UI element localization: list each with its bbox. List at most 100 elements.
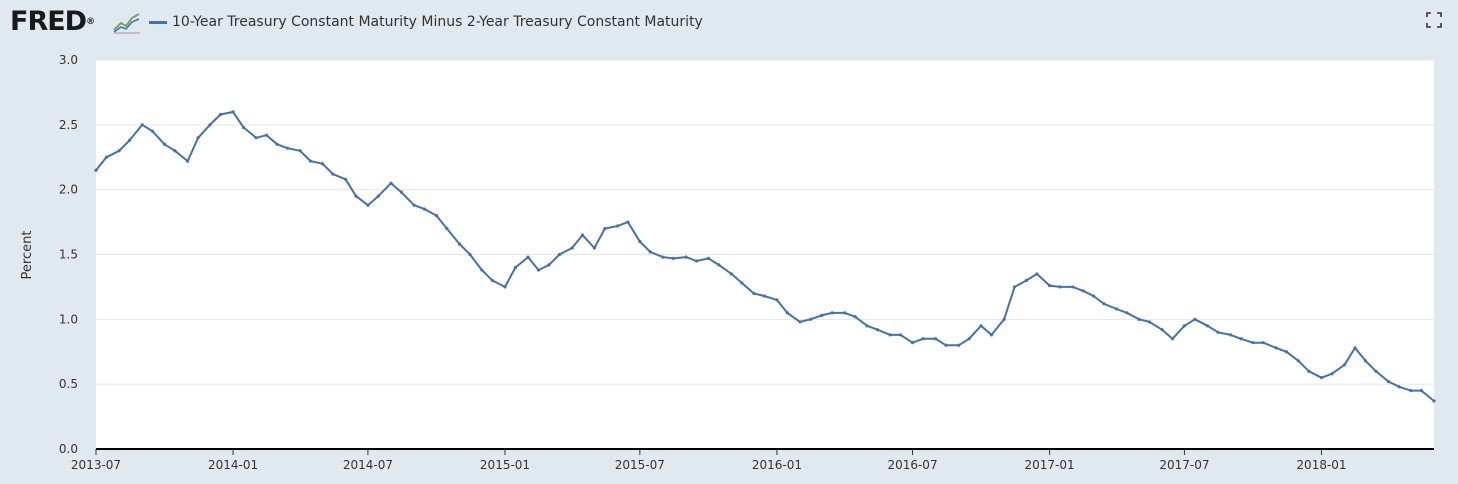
data-point [1024, 278, 1029, 283]
data-point [1229, 333, 1233, 337]
data-point [865, 324, 869, 328]
x-tick-label: 2015-01 [480, 458, 530, 472]
data-point [1012, 285, 1017, 289]
data-point [1147, 320, 1152, 324]
data-point [615, 224, 620, 228]
data-point [1081, 289, 1085, 293]
data-point [1091, 294, 1096, 298]
data-point [921, 337, 925, 341]
data-point [740, 281, 744, 285]
fullscreen-icon[interactable] [1424, 10, 1444, 30]
data-point [422, 207, 427, 211]
data-point [888, 333, 892, 337]
data-point [366, 203, 370, 207]
data-point [762, 294, 766, 298]
data-point [1102, 302, 1106, 306]
data-point [490, 278, 494, 283]
data-point [1047, 284, 1052, 288]
data-point [671, 256, 675, 260]
y-tick-label: 0.0 [59, 442, 78, 456]
data-point [117, 149, 121, 153]
data-point [979, 324, 983, 328]
data-point [1205, 324, 1210, 328]
data-point [343, 177, 348, 181]
data-point [1035, 272, 1039, 276]
fred-logo[interactable]: FRED® [10, 6, 96, 37]
data-point [445, 226, 449, 231]
data-point [898, 333, 903, 337]
data-point [1284, 350, 1289, 354]
data-point [580, 233, 585, 237]
data-point [648, 250, 652, 254]
data-point [910, 341, 915, 345]
y-tick-label: 0.5 [59, 377, 78, 391]
data-point [557, 252, 561, 257]
chart-header: FRED® 10-Year Treasury Constant Maturity… [0, 0, 1458, 48]
data-point [104, 155, 109, 159]
data-point [320, 162, 325, 166]
data-point [1397, 385, 1401, 389]
data-point [1432, 399, 1436, 403]
data-point [934, 337, 938, 341]
data-point [1160, 328, 1164, 332]
data-point [775, 298, 779, 302]
data-point [570, 246, 574, 250]
data-point [1251, 341, 1255, 345]
data-point [275, 142, 279, 146]
data-point [547, 263, 551, 267]
data-point [1319, 376, 1324, 380]
data-point [694, 259, 699, 263]
y-tick-label: 1.0 [59, 312, 78, 326]
data-point [1353, 346, 1357, 350]
data-point [285, 146, 290, 150]
data-point [298, 149, 302, 153]
data-point [603, 226, 607, 231]
data-point [989, 333, 994, 337]
data-point [526, 255, 530, 259]
data-point [376, 194, 380, 198]
data-point [706, 256, 710, 260]
data-point [162, 142, 167, 146]
data-point [1374, 369, 1378, 373]
data-point [457, 242, 462, 246]
data-point [127, 138, 132, 142]
data-point [480, 268, 484, 272]
data-point [94, 168, 98, 172]
data-point [1182, 324, 1187, 328]
data-point [196, 136, 200, 140]
data-point [638, 239, 642, 244]
y-tick-label: 3.0 [59, 53, 78, 67]
data-point [1137, 317, 1141, 321]
data-point [1419, 389, 1423, 393]
data-point [752, 291, 756, 295]
data-point [1330, 372, 1334, 376]
data-point [1193, 317, 1197, 321]
data-point [967, 337, 971, 341]
data-point [503, 285, 507, 289]
data-point [1307, 369, 1311, 373]
data-point [808, 317, 813, 321]
data-point [265, 133, 269, 137]
data-point [389, 181, 393, 185]
data-point [218, 112, 223, 117]
data-point [1261, 341, 1265, 345]
data-point [434, 214, 439, 218]
data-point [820, 313, 824, 318]
data-point [354, 194, 358, 198]
data-point [957, 343, 961, 347]
data-point [399, 190, 404, 194]
data-point [1239, 337, 1243, 341]
data-point [875, 328, 880, 332]
data-point [208, 123, 212, 127]
data-point [944, 343, 948, 347]
data-point [241, 125, 246, 130]
data-point [1216, 330, 1220, 334]
data-point [1363, 359, 1368, 363]
data-point [536, 268, 541, 272]
data-point [1058, 285, 1062, 289]
data-point [592, 246, 596, 250]
data-point [308, 159, 313, 163]
y-tick-label: 2.0 [59, 183, 78, 197]
data-point [173, 149, 177, 153]
